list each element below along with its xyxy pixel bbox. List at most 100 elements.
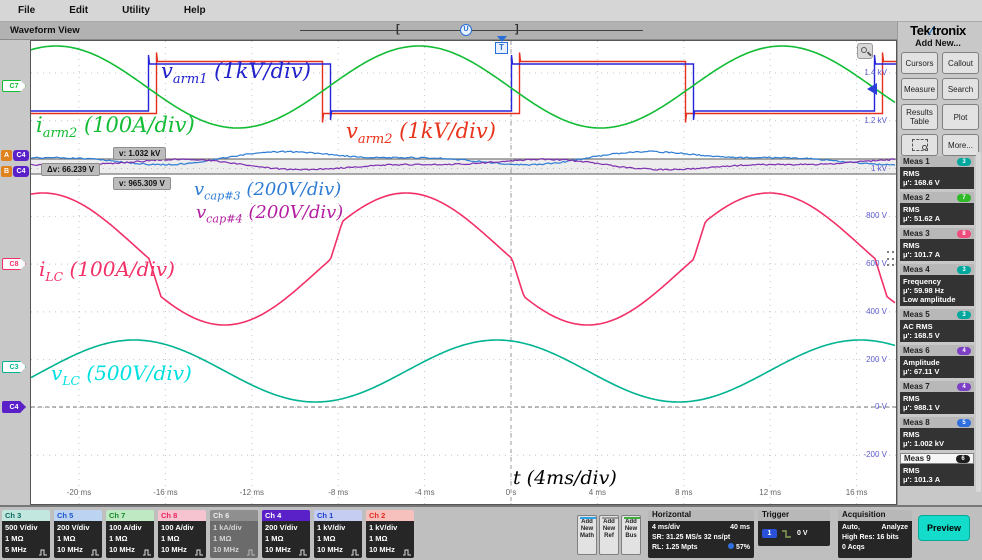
cursor-source-badge: C4	[13, 166, 29, 177]
meas-body: AC RMS μ': 168.5 V	[900, 320, 974, 342]
time-tick-label: 0 s	[505, 488, 517, 497]
meas-line: AC RMS	[903, 322, 933, 331]
meas-header: Meas 6 4	[900, 345, 974, 356]
meas-item-4[interactable]: Meas 4 3 Frequency μ': 59.98 Hz Low amplitud…	[900, 264, 974, 306]
menu-edit[interactable]: Edit	[69, 5, 89, 16]
preview-button[interactable]: Preview	[918, 515, 970, 541]
meas-line: RMS	[903, 394, 920, 403]
channel-level-arrow-icon[interactable]	[867, 83, 877, 95]
channel-setting-line: 10 MHz	[213, 545, 239, 554]
channel-setting-line: 1 MΩ	[109, 534, 128, 543]
meas-item-3[interactable]: Meas 3 8 RMS μ': 101.7 A	[900, 228, 974, 261]
trigger-flag-label: T	[495, 42, 508, 54]
channel-setting-line: 1 kV/div	[369, 523, 398, 532]
horizontal-percent: 57%	[735, 544, 750, 551]
scale-tick-label: 0 V	[874, 402, 887, 412]
channel-badge-ch3[interactable]: Ch 3 500 V/div 1 MΩ 5 MHz	[2, 510, 50, 558]
search-button[interactable]: Search	[942, 78, 979, 100]
channel-setting-line: 1 MΩ	[213, 534, 232, 543]
horizontal-panel[interactable]: Horizontal 4 ms/div 40 ms SR: 31.25 MS/s …	[648, 510, 754, 558]
bottombar: Ch 3 500 V/div 1 MΩ 5 MHz Ch 5 200 V/div 1 MΩ 1…	[0, 505, 982, 560]
horizontal-position: 40 ms	[730, 524, 750, 531]
meas-item-2[interactable]: Meas 2 7 RMS μ': 51.62 A	[900, 192, 974, 225]
channel-badge-ch1[interactable]: Ch 1 1 kV/div 1 MΩ 10 MHz	[314, 510, 362, 558]
scale-tick-label: 600 V	[866, 259, 887, 269]
meas-item-8[interactable]: Meas 8 5 RMS μ': 1.002 kV	[900, 417, 974, 450]
callout-button[interactable]: Callout	[942, 52, 979, 74]
time-tick-label: -8 ms	[328, 488, 349, 497]
meas-body: RMS μ': 51.62 A	[900, 203, 974, 225]
probe-waveform-icon	[403, 549, 411, 556]
time-tick-label: -4 ms	[414, 488, 435, 497]
meas-body: RMS μ': 168.6 V	[900, 167, 974, 189]
meas-item-5[interactable]: Meas 5 3 AC RMS μ': 168.5 V	[900, 309, 974, 342]
v-lc-wave	[31, 339, 896, 403]
scale-tick-label: 800 V	[866, 211, 887, 221]
time-tick-label: -12 ms	[239, 488, 265, 497]
overview-right-bracket[interactable]: ]	[515, 23, 519, 35]
acquisition-panel[interactable]: Acquisition Auto, Analyze High Res: 16 bi…	[838, 510, 912, 558]
channel-settings: 200 V/div 1 MΩ 10 MHz	[262, 521, 310, 558]
measure-button[interactable]: Measure	[901, 78, 938, 100]
drag-grip-icon[interactable]	[887, 251, 895, 269]
cursor-b-readout[interactable]: v: 965.309 V	[113, 177, 171, 190]
button-label-line: Math	[580, 533, 594, 539]
sidebar-scrollbar[interactable]	[976, 152, 981, 492]
channel-marker-c4[interactable]: C4	[2, 401, 26, 413]
trigger-position-flag[interactable]: T	[495, 36, 509, 54]
meas-header: Meas 8 5	[900, 417, 974, 428]
channel-settings: 100 A/div 1 MΩ 10 MHz	[158, 521, 206, 558]
meas-item-9[interactable]: Meas 9 6 RMS μ': 101.3 A	[900, 453, 974, 486]
add-new-math-button[interactable]: Add New Math	[577, 515, 597, 555]
meas-source-badge: 3	[957, 265, 971, 274]
wave-label-v-arm1: varm1 (1kV/div)	[161, 59, 311, 88]
scale-tick-label: 1.2 kV	[864, 115, 887, 125]
meas-item-6[interactable]: Meas 6 4 Amplitude μ': 67.11 V	[900, 345, 974, 378]
overview-left-bracket[interactable]: [	[396, 23, 400, 35]
plot-button[interactable]: Plot	[942, 104, 979, 130]
menu-help[interactable]: Help	[183, 5, 206, 16]
cursors-button[interactable]: Cursors	[901, 52, 938, 74]
pan-handle-icon[interactable]: U	[460, 24, 472, 36]
trigger-panel[interactable]: Trigger 1 0 V	[758, 510, 830, 546]
channel-marker-c8[interactable]: C8	[2, 258, 26, 270]
cursor-a-readout[interactable]: v: 1.032 kV	[113, 147, 167, 160]
zoom-select-button[interactable]	[901, 134, 938, 156]
channel-badge-ch6[interactable]: Ch 6 1 kA/div 1 MΩ 10 MHz	[210, 510, 258, 558]
more----button[interactable]: More...	[942, 134, 979, 156]
add-new-ref-button[interactable]: Add New Ref	[599, 515, 619, 555]
add-new-bus-button[interactable]: Add New Bus	[621, 515, 641, 555]
channel-badge-ch8[interactable]: Ch 8 100 A/div 1 MΩ 10 MHz	[158, 510, 206, 558]
meas-item-1[interactable]: Meas 1 3 RMS μ': 168.6 V	[900, 156, 974, 189]
waveform-canvas[interactable]	[31, 41, 896, 504]
channel-settings: 200 V/div 1 MΩ 10 MHz	[54, 521, 102, 558]
channel-setting-line: 200 V/div	[57, 523, 90, 532]
time-tick-label: -20 ms	[66, 488, 92, 497]
acquisition-count: 0 Acqs	[842, 544, 865, 551]
channel-marker-c3[interactable]: C3	[2, 361, 26, 373]
trigger-flag-arrow-icon	[497, 36, 507, 42]
channel-setting-line: 1 MΩ	[57, 534, 76, 543]
cursor-a-handle[interactable]: A C4	[1, 150, 29, 161]
menu-file[interactable]: File	[18, 5, 36, 16]
channel-badge-ch5[interactable]: Ch 5 200 V/div 1 MΩ 10 MHz	[54, 510, 102, 558]
graticule[interactable]: T v: 1.032 kV Δv: 66.239 V v: 965.309 V …	[30, 36, 897, 505]
results-table-button[interactable]: Results Table	[901, 104, 938, 130]
cursor-delta-readout[interactable]: Δv: 66.239 V	[41, 163, 101, 176]
menu-utility[interactable]: Utility	[122, 5, 150, 16]
channel-badge-ch2[interactable]: Ch 2 1 kV/div 1 MΩ 10 MHz	[366, 510, 414, 558]
tab-waveform-view[interactable]: Waveform View	[10, 25, 80, 36]
meas-name: Meas 9	[904, 454, 931, 463]
channel-badge-ch4[interactable]: Ch 4 200 V/div 1 MΩ 10 MHz	[262, 510, 310, 558]
channel-badge-ch7[interactable]: Ch 7 100 A/div 1 MΩ 10 MHz	[106, 510, 154, 558]
wave-label-i-lc: iLC (100A/div)	[39, 257, 175, 284]
zoom-magnifier-icon[interactable]	[857, 43, 873, 59]
channel-setting-line: 10 MHz	[57, 545, 83, 554]
meas-item-7[interactable]: Meas 7 4 RMS μ': 988.1 V	[900, 381, 974, 414]
channel-marker-c7[interactable]: C7	[2, 80, 26, 92]
cursor-b-handle[interactable]: B C4	[1, 166, 29, 177]
meas-line: μ': 988.1 V	[903, 403, 940, 412]
meas-line: μ': 51.62 A	[903, 214, 941, 223]
meas-body: RMS μ': 1.002 kV	[900, 428, 974, 450]
channel-name: Ch 4	[262, 510, 310, 521]
